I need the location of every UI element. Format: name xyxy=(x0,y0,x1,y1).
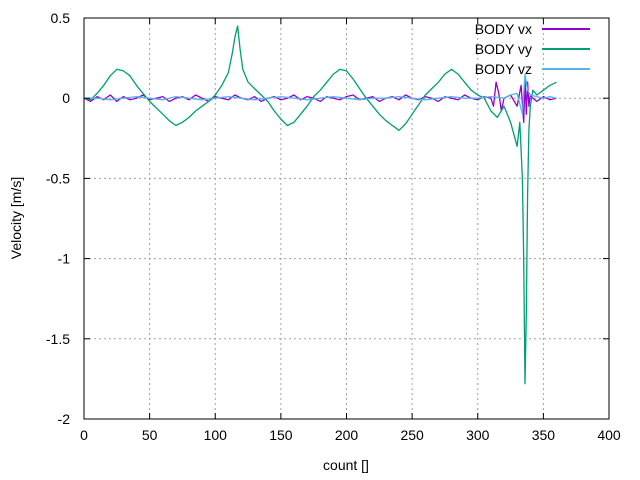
y-tick-label: -0.5 xyxy=(46,170,70,186)
x-axis-title: count [] xyxy=(323,457,369,473)
legend: BODY vx BODY vy BODY vz xyxy=(475,21,590,77)
x-tick-label: 400 xyxy=(597,427,621,443)
series-line-body-vz xyxy=(84,73,557,115)
y-tick-label: -1 xyxy=(58,251,71,267)
legend-label: BODY vz xyxy=(475,61,532,77)
axis-ticks: 0 50 100 150 200 250 300 350 400 0.5 0 -0.5 -1 -1.5 -2 xyxy=(46,10,621,443)
series-line-body-vy xyxy=(83,25,557,385)
y-axis-title: Velocity [m/s] xyxy=(8,177,24,259)
x-tick-label: 100 xyxy=(204,427,228,443)
grid-lines xyxy=(83,17,610,420)
x-tick-label: 200 xyxy=(335,427,359,443)
y-tick-label: 0.5 xyxy=(51,10,71,26)
legend-label: BODY vy xyxy=(475,41,532,57)
x-tick-label: 50 xyxy=(142,427,158,443)
y-tick-label: -2 xyxy=(58,411,71,427)
y-tick-label: -1.5 xyxy=(46,331,70,347)
x-tick-label: 300 xyxy=(466,427,490,443)
series-group xyxy=(83,25,557,385)
x-tick-label: 150 xyxy=(269,427,293,443)
x-tick-label: 0 xyxy=(80,427,88,443)
y-tick-label: 0 xyxy=(62,90,70,106)
x-tick-label: 350 xyxy=(532,427,556,443)
legend-label: BODY vx xyxy=(475,21,532,37)
x-tick-label: 250 xyxy=(400,427,424,443)
